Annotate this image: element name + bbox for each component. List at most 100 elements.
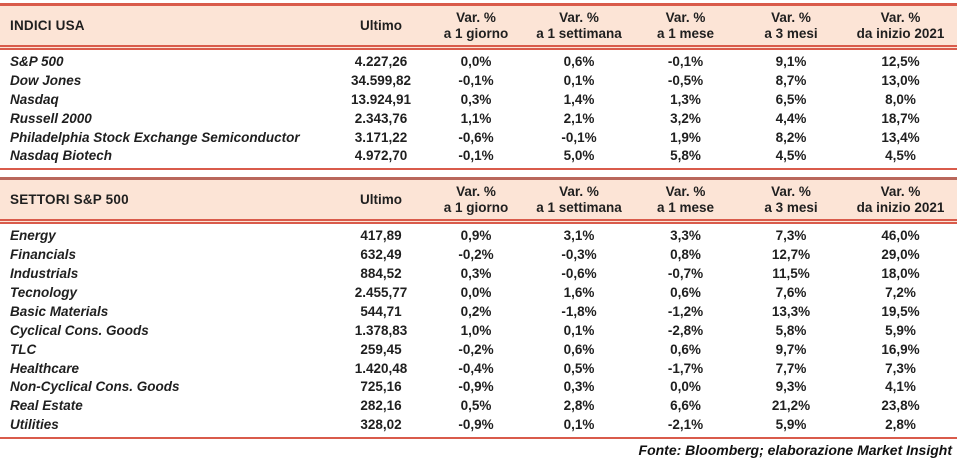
column-header-line2: a 1 giorno bbox=[443, 26, 509, 41]
table-title: INDICI USA bbox=[10, 18, 85, 33]
var-value: 18,7% bbox=[881, 110, 920, 126]
table-row: Nasdaq 13.924,91 0,3% 1,4% 1,3% 6,5% 8,0% bbox=[0, 90, 957, 109]
var-value: 1,3% bbox=[670, 91, 701, 107]
var-value: 7,2% bbox=[885, 284, 916, 300]
var-value: 13,4% bbox=[881, 129, 920, 145]
var-value: 5,9% bbox=[775, 417, 807, 433]
var-value: -0,9% bbox=[458, 417, 494, 433]
row-label: Utilities bbox=[10, 417, 59, 433]
ultimo-value: 13.924,91 bbox=[350, 91, 412, 107]
var-value: 5,9% bbox=[885, 322, 916, 338]
var-value: -0,3% bbox=[561, 247, 597, 263]
column-header-line2: a 1 giorno bbox=[443, 200, 509, 216]
var-value: -0,5% bbox=[667, 72, 704, 88]
column-header-var-1-giorno: Var. % a 1 giorno bbox=[427, 184, 525, 216]
table-row: Nasdaq Biotech 4.972,70 -0,1% 5,0% 5,8% 4,5% 4… bbox=[0, 146, 957, 165]
var-value: 1,6% bbox=[563, 284, 595, 300]
row-label: Healthcare bbox=[10, 360, 80, 376]
var-value: 8,2% bbox=[775, 129, 807, 145]
table-row: TLC 259,45 -0,2% 0,6% 0,6% 9,7% 16,9% bbox=[0, 340, 957, 359]
row-label: Real Estate bbox=[10, 398, 83, 414]
var-value: -0,6% bbox=[458, 129, 494, 145]
var-value: 0,3% bbox=[460, 91, 492, 107]
var-value: 13,0% bbox=[881, 72, 920, 88]
source-footer: Fonte: Bloomberg; elaborazione Market In… bbox=[638, 442, 952, 459]
var-value: 11,5% bbox=[772, 266, 810, 282]
row-label: Nasdaq Biotech bbox=[10, 148, 113, 164]
var-value: -2,8% bbox=[667, 322, 704, 338]
table-body-settori-sp500: Energy 417,89 0,9% 3,1% 3,3% 7,3% 46,0% Financi… bbox=[0, 224, 957, 440]
row-label: Industrials bbox=[10, 266, 79, 282]
var-value: -0,9% bbox=[458, 379, 494, 395]
var-value: 1,4% bbox=[563, 91, 595, 107]
column-header-line2: a 1 mese bbox=[656, 26, 715, 41]
var-value: -0,6% bbox=[561, 266, 597, 282]
column-header-var-1-settimana: Var. % a 1 settimana bbox=[525, 10, 633, 42]
var-value: -0,7% bbox=[667, 266, 704, 282]
var-value: 0,8% bbox=[670, 247, 701, 263]
row-label: S&P 500 bbox=[10, 53, 64, 69]
var-value: -1,2% bbox=[667, 303, 704, 319]
ultimo-value: 884,52 bbox=[360, 266, 402, 282]
var-value: 21,2% bbox=[771, 398, 811, 414]
ultimo-value: 328,02 bbox=[360, 417, 402, 433]
var-value: 0,9% bbox=[460, 228, 492, 244]
column-header-var-inizio-2021: Var. % da inizio 2021 bbox=[844, 184, 957, 216]
table-row: Utilities 328,02 -0,9% 0,1% -2,1% 5,9% 2,8% bbox=[0, 415, 957, 434]
table-gap bbox=[0, 170, 957, 177]
table-row: Cyclical Cons. Goods 1.378,83 1,0% 0,1% -2,8… bbox=[0, 321, 957, 340]
table-title: SETTORI S&P 500 bbox=[10, 192, 129, 208]
column-header-line1: Var. % bbox=[456, 10, 496, 25]
var-value: 4,5% bbox=[775, 148, 807, 164]
var-value: 3,2% bbox=[670, 110, 701, 126]
column-header-line1: Var. % bbox=[880, 184, 921, 200]
column-header-line1: Var. % bbox=[456, 184, 496, 200]
table-row: Energy 417,89 0,9% 3,1% 3,3% 7,3% 46,0% bbox=[0, 226, 957, 245]
column-header-line2: a 1 settimana bbox=[536, 26, 622, 41]
var-value: -0,1% bbox=[667, 53, 704, 69]
var-value: 0,2% bbox=[460, 303, 492, 319]
column-header-line1: Var. % bbox=[559, 184, 599, 200]
var-value: 5,8% bbox=[670, 148, 701, 164]
row-label: Non-Cyclical Cons. Goods bbox=[10, 379, 180, 395]
table-row: Financials 632,49 -0,2% -0,3% 0,8% 12,7% 29,0% bbox=[0, 245, 957, 264]
ultimo-value: 417,89 bbox=[360, 228, 402, 244]
column-header-line2: a 1 settimana bbox=[536, 200, 622, 216]
var-value: 3,1% bbox=[563, 228, 595, 244]
var-value: 13,3% bbox=[771, 303, 811, 319]
var-value: 4,4% bbox=[775, 110, 807, 126]
row-label: Russell 2000 bbox=[10, 110, 92, 126]
row-label: Tecnology bbox=[10, 284, 78, 300]
ultimo-value: 544,71 bbox=[360, 303, 402, 319]
table-row: Tecnology 2.455,77 0,0% 1,6% 0,6% 7,6% 7,2% bbox=[0, 283, 957, 302]
var-value: 7,3% bbox=[885, 360, 916, 376]
var-value: 7,6% bbox=[775, 284, 807, 300]
column-header-line2: da inizio 2021 bbox=[856, 26, 945, 41]
ultimo-value: 2.455,77 bbox=[354, 284, 408, 300]
var-value: -0,2% bbox=[458, 247, 494, 263]
column-header-line2: a 3 mesi bbox=[764, 200, 818, 216]
var-value: 1,1% bbox=[460, 110, 492, 126]
ultimo-value: 1.420,48 bbox=[354, 360, 408, 376]
var-value: 4,5% bbox=[885, 148, 916, 164]
market-insight-report: INDICI USA Ultimo Var. % a 1 giorno Var.… bbox=[0, 3, 957, 458]
var-value: 0,5% bbox=[563, 360, 595, 376]
var-value: 0,1% bbox=[563, 72, 595, 88]
var-value: 0,6% bbox=[563, 53, 595, 69]
table-row: Russell 2000 2.343,76 1,1% 2,1% 3,2% 4,4% 18,7… bbox=[0, 109, 957, 128]
var-value: 12,7% bbox=[771, 247, 811, 263]
var-value: 0,1% bbox=[563, 417, 595, 433]
column-header-line1: Var. % bbox=[771, 10, 811, 25]
row-label: Cyclical Cons. Goods bbox=[10, 322, 149, 338]
var-value: 18,0% bbox=[881, 266, 920, 282]
var-value: 9,3% bbox=[775, 379, 807, 395]
var-value: -2,1% bbox=[667, 417, 704, 433]
var-value: 0,6% bbox=[670, 284, 701, 300]
row-label: Nasdaq bbox=[10, 91, 59, 107]
table-row: Industrials 884,52 0,3% -0,6% -0,7% 11,5% 18,0… bbox=[0, 264, 957, 283]
column-header-line2: da inizio 2021 bbox=[856, 200, 945, 216]
ultimo-value: 259,45 bbox=[360, 341, 402, 357]
var-value: 0,6% bbox=[670, 341, 701, 357]
var-value: 7,7% bbox=[775, 360, 807, 376]
var-value: -0,1% bbox=[458, 148, 494, 164]
